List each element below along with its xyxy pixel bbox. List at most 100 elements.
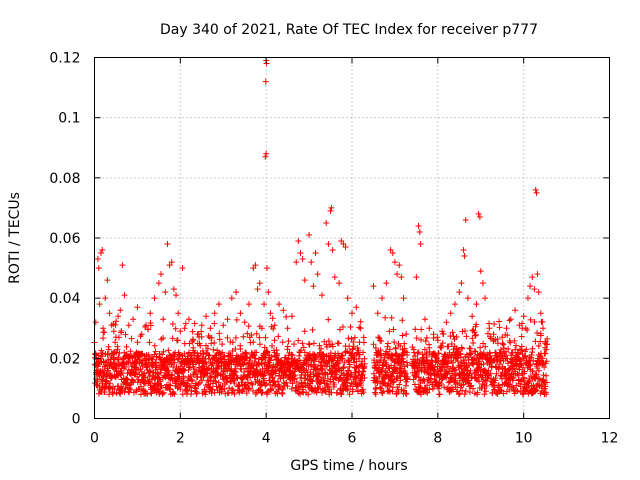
data-point bbox=[544, 335, 551, 342]
data-point bbox=[336, 326, 343, 333]
data-point bbox=[259, 389, 266, 396]
data-point bbox=[473, 321, 480, 328]
data-point bbox=[462, 387, 469, 394]
data-point bbox=[539, 385, 546, 392]
data-point bbox=[108, 322, 115, 329]
data-point bbox=[450, 359, 457, 366]
data-point bbox=[424, 356, 431, 363]
data-point bbox=[155, 370, 162, 377]
data-point bbox=[258, 325, 265, 332]
data-point bbox=[388, 314, 395, 321]
data-point bbox=[274, 390, 281, 397]
data-point bbox=[301, 277, 308, 284]
data-point bbox=[398, 362, 405, 369]
data-point bbox=[264, 388, 271, 395]
data-point bbox=[376, 373, 383, 380]
data-point bbox=[285, 338, 292, 345]
data-point bbox=[250, 265, 257, 272]
data-point bbox=[340, 241, 347, 248]
data-point bbox=[245, 323, 252, 330]
data-point bbox=[115, 383, 122, 390]
data-point bbox=[357, 318, 364, 325]
data-point bbox=[288, 351, 295, 358]
data-point bbox=[482, 388, 489, 395]
data-point bbox=[461, 391, 468, 398]
data-point bbox=[228, 295, 235, 302]
data-point bbox=[247, 374, 254, 381]
data-point bbox=[262, 78, 269, 85]
data-point bbox=[500, 390, 507, 397]
data-point bbox=[215, 379, 222, 386]
data-point bbox=[152, 348, 159, 355]
data-point bbox=[344, 367, 351, 374]
data-point bbox=[492, 375, 499, 382]
data-point bbox=[156, 350, 163, 357]
data-point bbox=[284, 325, 291, 332]
data-point bbox=[422, 388, 429, 395]
data-point bbox=[219, 341, 226, 348]
data-point bbox=[375, 334, 382, 341]
data-point bbox=[160, 316, 167, 323]
data-point bbox=[466, 389, 473, 396]
data-point bbox=[144, 391, 151, 398]
data-point bbox=[334, 389, 341, 396]
data-point bbox=[146, 380, 153, 387]
data-point bbox=[372, 391, 379, 398]
data-point bbox=[246, 357, 253, 364]
data-point bbox=[216, 336, 223, 343]
data-point bbox=[501, 352, 508, 359]
data-point bbox=[308, 362, 315, 369]
data-point bbox=[245, 386, 252, 393]
data-point bbox=[490, 382, 497, 389]
data-point bbox=[259, 365, 266, 372]
data-point bbox=[244, 330, 251, 337]
data-point bbox=[256, 341, 263, 348]
data-point bbox=[192, 385, 199, 392]
data-point bbox=[299, 340, 306, 347]
data-point bbox=[470, 339, 477, 346]
data-point bbox=[300, 344, 307, 351]
data-point bbox=[507, 339, 514, 346]
data-point bbox=[109, 391, 116, 398]
data-point bbox=[229, 386, 236, 393]
data-point bbox=[194, 353, 201, 360]
data-point bbox=[264, 391, 271, 398]
data-point bbox=[208, 390, 215, 397]
data-point bbox=[313, 389, 320, 396]
data-point bbox=[343, 382, 350, 389]
data-point bbox=[542, 383, 549, 390]
data-point bbox=[301, 328, 308, 335]
data-point bbox=[471, 370, 478, 377]
y-tick-label: 0.06 bbox=[49, 231, 80, 247]
data-point bbox=[397, 342, 404, 349]
data-point bbox=[509, 377, 516, 384]
data-point bbox=[166, 262, 173, 269]
data-point bbox=[543, 358, 550, 365]
data-point bbox=[345, 358, 352, 365]
data-point bbox=[264, 265, 271, 272]
data-point bbox=[232, 334, 239, 341]
data-point bbox=[521, 368, 528, 375]
data-point bbox=[117, 307, 124, 314]
data-point bbox=[145, 326, 152, 333]
data-point bbox=[475, 378, 482, 385]
data-point bbox=[392, 344, 399, 351]
data-point bbox=[301, 349, 308, 356]
data-point bbox=[349, 386, 356, 393]
data-point bbox=[481, 391, 488, 398]
data-point bbox=[415, 222, 422, 229]
data-point bbox=[144, 363, 151, 370]
data-point bbox=[507, 316, 514, 323]
data-point bbox=[249, 381, 256, 388]
data-point bbox=[462, 327, 469, 334]
data-point bbox=[101, 329, 108, 336]
data-point bbox=[493, 390, 500, 397]
data-point bbox=[295, 337, 302, 344]
data-point bbox=[416, 228, 423, 235]
data-point bbox=[471, 329, 478, 336]
data-point bbox=[418, 326, 425, 333]
data-point bbox=[534, 330, 541, 337]
x-tick-label: 12 bbox=[601, 431, 619, 447]
data-point bbox=[210, 346, 217, 353]
data-point bbox=[98, 347, 105, 354]
